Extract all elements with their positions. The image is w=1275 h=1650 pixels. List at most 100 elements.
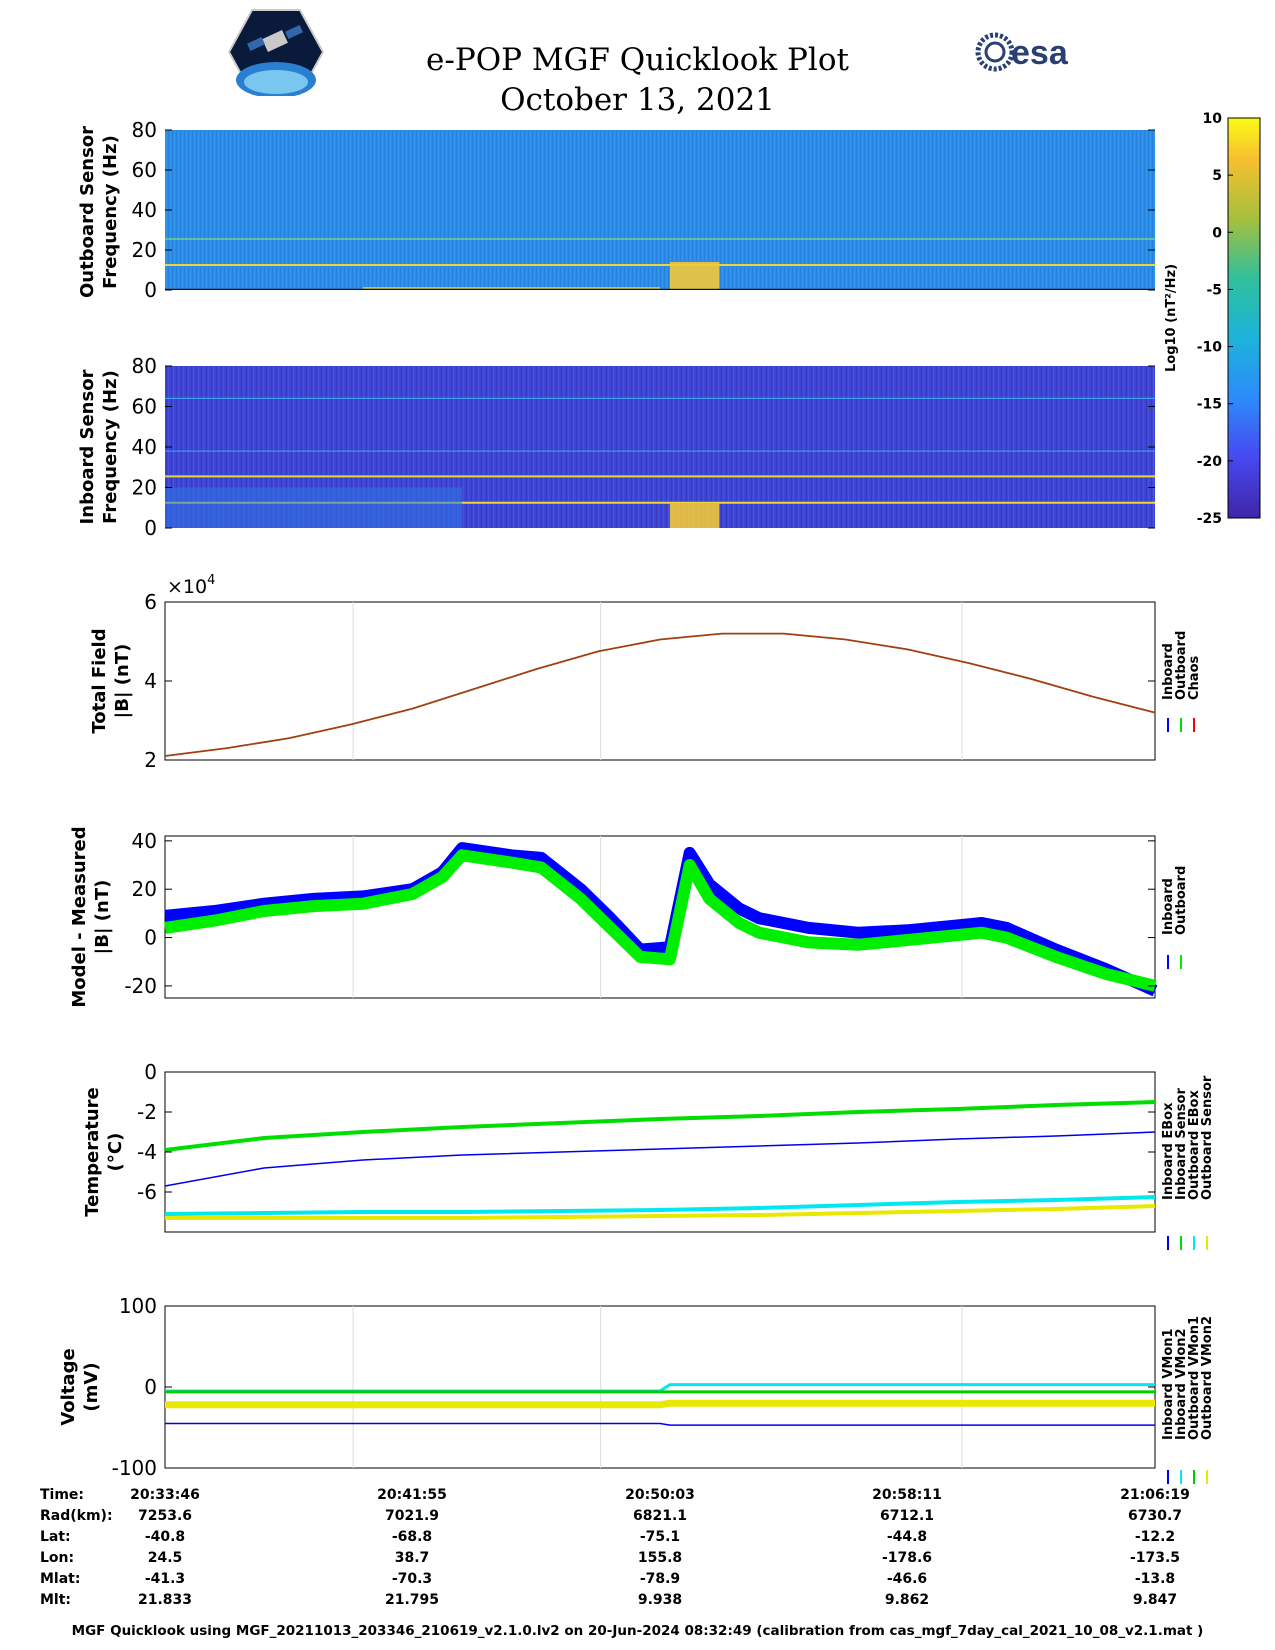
temperature-ylabel-line1: Temperature: [82, 1087, 103, 1216]
hot-spot: [669, 503, 720, 528]
title-line-1: e-POP MGF Quicklook Plot: [426, 42, 849, 78]
model-measured-y-ticks: 40 20 0 -20: [124, 829, 1155, 998]
model-measured-ylabel-line1: Model - Measured: [69, 826, 90, 1007]
y-tick-label: 40: [132, 829, 157, 853]
y-tick-label: 4: [144, 669, 157, 693]
voltage-grid: [352, 1306, 963, 1468]
ephemeris-mlat-value: -41.3: [144, 1571, 186, 1587]
ephemeris-time-value: 20:33:46: [130, 1487, 200, 1503]
y-tick-label: 0: [144, 1060, 157, 1084]
total-field-y-ticks: 2 4 6: [144, 590, 1155, 772]
colorbar-tick-label: 10: [1203, 111, 1223, 127]
series-line: [165, 1422, 1155, 1426]
model-measured-series: [164, 842, 1158, 997]
y-tick-label: 2: [144, 748, 157, 772]
ephemeris-label-lat: Lat:: [40, 1529, 71, 1545]
series-line: [164, 1131, 1156, 1187]
esa-logo-icon: esa: [975, 32, 1069, 72]
ephemeris-time-value: 20:50:03: [625, 1487, 695, 1503]
legend-label: Outboard Sensor: [1200, 1075, 1215, 1200]
y-tick-label: 60: [132, 158, 157, 182]
ephemeris-label-time: Time:: [40, 1487, 85, 1503]
y-tick-label: 0: [144, 516, 157, 540]
low-freq-band: [363, 287, 660, 290]
series-line: [165, 1204, 1156, 1220]
y-tick-label: 60: [132, 395, 157, 419]
cassiope-mission-patch-icon: [227, 9, 325, 98]
temperature-series: [164, 1100, 1156, 1220]
temperature-ylabel-line2: (°C): [105, 1133, 126, 1172]
ephemeris-lon-value: 24.5: [147, 1550, 183, 1566]
colorbar-label: Log10 (nT²/Hz): [1164, 264, 1179, 372]
series-band: [164, 849, 1157, 992]
outboard-ylabel-line2: Frequency (Hz): [100, 135, 121, 289]
exponent-base: ×10: [167, 576, 207, 598]
ephemeris-time-value: 20:41:55: [377, 1487, 447, 1503]
y-tick-label: 20: [132, 238, 157, 262]
y-tick-label: 20: [132, 476, 157, 500]
colorbar-gradient: [1227, 117, 1261, 519]
total-field-exponent: ×104: [167, 573, 215, 598]
ephemeris-lat-value: -75.1: [639, 1529, 681, 1545]
inboard-y-ticks: 0 20 40 60 80: [132, 354, 1155, 540]
colorbar-tick-label: -25: [1197, 511, 1222, 527]
esa-logo-text: esa: [1011, 34, 1069, 72]
y-tick-label: -6: [137, 1180, 157, 1204]
ephemeris-rad-value: 7021.9: [384, 1508, 440, 1524]
ephemeris-lon-value: 38.7: [394, 1550, 430, 1566]
ephemeris-mlt-value: 9.847: [1132, 1592, 1178, 1608]
ephemeris-label-rad: Rad(km):: [40, 1508, 113, 1524]
legend-label: Inboard: [1161, 878, 1176, 935]
legend-label: Inboard EBox: [1161, 1102, 1176, 1200]
exponent-power: 4: [207, 573, 215, 588]
ephemeris-lat-value: -12.2: [1134, 1529, 1176, 1545]
inboard-spectrogram-panel: 0 20 40 60 80 Inboard Sensor Frequency (Hz): [77, 354, 1155, 540]
colorbar-tick-label: -10: [1197, 340, 1223, 356]
y-tick-label: 0: [144, 926, 157, 950]
total-field-ylabel-line2: |B| (nT): [112, 644, 133, 719]
series-line: [164, 1195, 1156, 1216]
colorbar-ticks: 10 5 0 -5 -10 -15 -20 -25: [1197, 111, 1233, 527]
legend-label: Outboard VMon1: [1187, 1316, 1202, 1440]
ephemeris-mlat-value: -46.6: [886, 1571, 928, 1587]
voltage-y-ticks: 100 0 -100: [112, 1294, 1155, 1480]
y-tick-label: 100: [119, 1294, 157, 1318]
legend-label: Outboard: [1174, 866, 1189, 935]
y-tick-label: 0: [144, 1375, 157, 1399]
total-field-panel: 246 ×104 Total Field |B| (nT) InboardOut…: [89, 573, 1202, 772]
ephemeris-lat-value: -68.8: [391, 1529, 433, 1545]
total-field-grid: [352, 602, 963, 760]
series-line: [164, 632, 1156, 757]
voltage-axes: [164, 1305, 1156, 1469]
colorbar-tick-label: -15: [1197, 397, 1222, 413]
ephemeris-lon-value: -173.5: [1129, 1550, 1181, 1566]
ephemeris-mlat-value: -70.3: [391, 1571, 433, 1587]
inboard-ylabel-line2: Frequency (Hz): [100, 370, 121, 524]
ephemeris-mlt-value: 21.833: [137, 1592, 193, 1608]
total-field-series: [164, 632, 1156, 757]
ephemeris-mlt-value: 9.862: [884, 1592, 930, 1608]
model-measured-panel: 40 20 0 -20 Model - Measured |B| (nT) Inboa…: [69, 826, 1189, 1007]
hot-spot: [669, 262, 720, 290]
y-tick-label: -20: [124, 974, 157, 998]
colorbar: 10 5 0 -5 -10 -15 -20 -25 Log10 (nT²/Hz): [1164, 111, 1261, 527]
ephemeris-lat-value: -44.8: [886, 1529, 928, 1545]
ephemeris-label-mlat: Mlat:: [40, 1571, 81, 1587]
colorbar-tick-label: -20: [1197, 454, 1223, 470]
ephemeris-lon-value: 155.8: [637, 1550, 683, 1566]
ephemeris-rad-value: 7253.6: [137, 1508, 193, 1524]
voltage-panel: 100 0 -100 Voltage (mV) Inboard VMon1Inboa…: [58, 1294, 1215, 1484]
ephemeris-label-mlt: Mlt:: [40, 1592, 72, 1608]
model-measured-axes: [164, 835, 1156, 999]
y-tick-label: 40: [132, 198, 157, 222]
baseline: [165, 288, 1155, 290]
legend-label: Outboard: [1174, 631, 1189, 700]
ephemeris-rad-value: 6730.7: [1127, 1508, 1183, 1524]
ephemeris-time-value: 21:06:19: [1120, 1487, 1190, 1503]
ephemeris-lat-value: -40.8: [144, 1529, 186, 1545]
legend-label: Inboard Sensor: [1174, 1088, 1189, 1200]
